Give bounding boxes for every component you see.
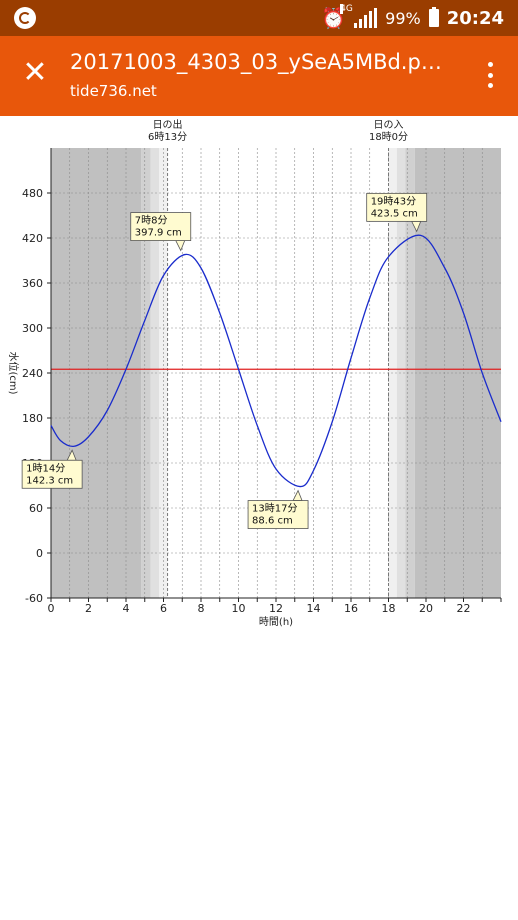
annotation-box xyxy=(21,459,83,489)
x-tick-label: 22 xyxy=(457,602,471,615)
tide-series-line xyxy=(50,234,502,488)
x-tick-label: 0 xyxy=(48,602,55,615)
app-icon xyxy=(14,7,36,29)
night-band-evening xyxy=(414,148,501,598)
x-tick-label: 12 xyxy=(269,602,283,615)
y-tick-label: 0 xyxy=(36,547,43,560)
x-tick-label: 6 xyxy=(160,602,167,615)
annotation-box xyxy=(247,500,309,529)
page-title: 20171003_4303_03_ySeA5MBd.pn... xyxy=(70,50,450,74)
more-vert-icon[interactable] xyxy=(488,62,494,88)
status-bar: ⏰ 4G 99% 20:24 xyxy=(0,0,518,36)
x-tick-label: 4 xyxy=(123,602,130,615)
y-tick-label: -60 xyxy=(25,592,43,605)
x-tick-label: 16 xyxy=(344,602,358,615)
x-tick-label: 20 xyxy=(419,602,433,615)
battery-percent: 99% xyxy=(385,8,421,28)
annotation-value: 142.3 cm xyxy=(26,475,73,486)
x-tick-label: 2 xyxy=(85,602,92,615)
y-tick-label: 420 xyxy=(22,232,43,245)
x-tick-label: 10 xyxy=(232,602,246,615)
y-tick-label: 300 xyxy=(22,322,43,335)
twilight-band-evening-2 xyxy=(405,148,415,598)
twilight-band-evening-1 xyxy=(396,148,406,598)
annotation-box xyxy=(366,192,428,222)
sunrise-label: 日の出 xyxy=(153,118,183,131)
x-tick-label: 14 xyxy=(307,602,321,615)
y-tick-label: 180 xyxy=(22,412,43,425)
y-tick-label: 240 xyxy=(22,367,43,380)
annotation-time: 19時43分 xyxy=(371,195,416,207)
y-tick-label: 60 xyxy=(29,502,43,515)
annotation-time: 7時8分 xyxy=(135,215,168,227)
twilight-band-morning-1 xyxy=(150,148,160,598)
battery-icon xyxy=(428,7,439,27)
x-tick-label: 8 xyxy=(198,602,205,615)
sunrise-time: 6時13分 xyxy=(148,131,187,143)
annotation-value: 88.6 cm xyxy=(252,516,293,527)
sunset-time: 18時0分 xyxy=(369,131,408,143)
close-icon[interactable]: ✕ xyxy=(22,55,48,90)
annotation-value: 397.9 cm xyxy=(135,228,182,239)
app-bar: ✕ 20171003_4303_03_ySeA5MBd.pn... tide73… xyxy=(0,36,518,116)
sunset-label: 日の入 xyxy=(374,120,404,131)
status-icons: ⏰ 4G 99% 20:24 xyxy=(321,0,504,36)
tide-chart: 日の出6時13分日の入18時0分-60060120180240300360420… xyxy=(7,118,502,628)
x-tick-label: 18 xyxy=(382,602,396,615)
annotation-time: 1時14分 xyxy=(26,462,65,474)
network-type: 4G xyxy=(340,4,353,14)
annotation-box xyxy=(130,212,192,241)
x-axis-label: 時間(h) xyxy=(259,616,293,628)
status-time: 20:24 xyxy=(446,7,504,29)
y-tick-label: 480 xyxy=(22,187,43,200)
signal-icon: 4G xyxy=(340,4,378,28)
page-url: tide736.net xyxy=(70,82,157,100)
annotation-value: 423.5 cm xyxy=(371,208,418,219)
y-axis-label: 水位(cm) xyxy=(7,351,20,394)
y-tick-label: 360 xyxy=(22,277,43,290)
twilight-band-morning-0 xyxy=(141,148,151,598)
annotation-time: 13時17分 xyxy=(252,503,297,515)
